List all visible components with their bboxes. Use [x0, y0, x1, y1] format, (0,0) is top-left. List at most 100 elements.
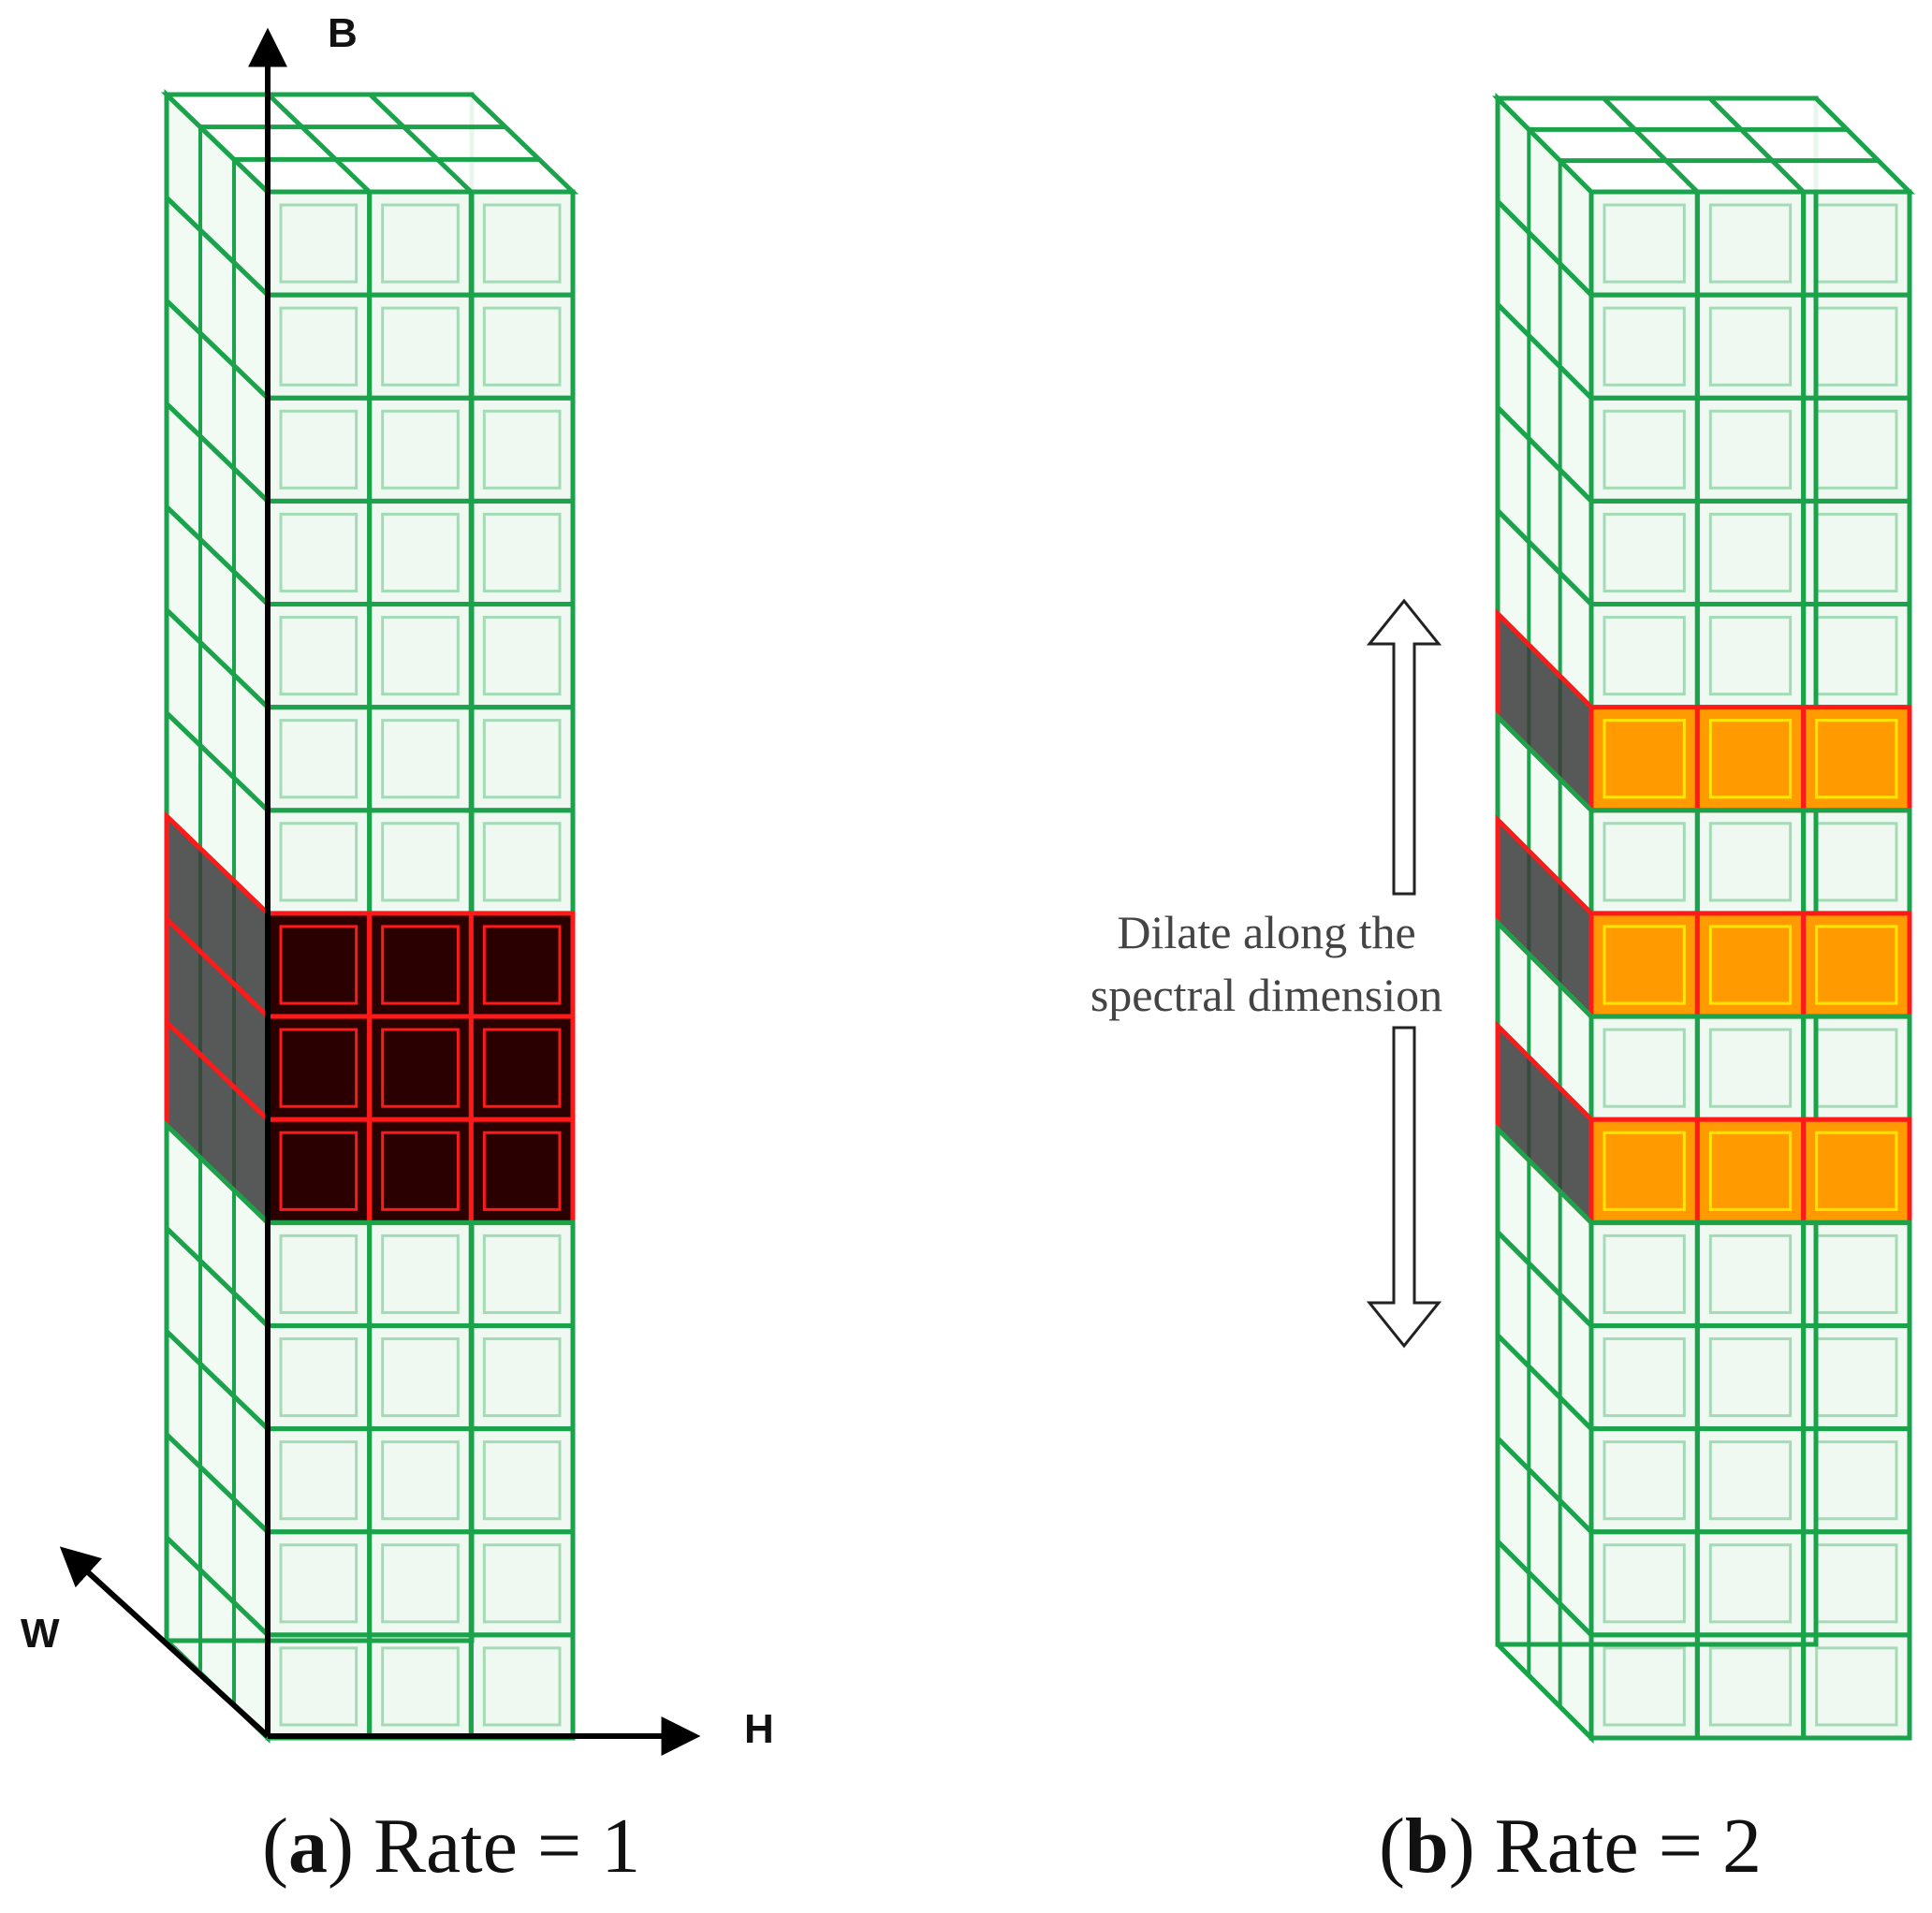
voxel-cell: [468, 1117, 576, 1225]
voxel-inner: [1708, 306, 1793, 387]
b-axis-label: B: [328, 10, 358, 56]
voxel-cell: [265, 1426, 373, 1535]
voxel-cell: [1588, 602, 1700, 710]
band-layer: [1495, 917, 1912, 1126]
voxel-inner: [1815, 822, 1898, 902]
voxel-inner: [1603, 409, 1686, 489]
voxel-cell: [1694, 1322, 1807, 1432]
voxel-inner: [1708, 1336, 1793, 1418]
voxel-cell: [1694, 911, 1807, 1019]
cube-top-face: [1491, 95, 1916, 195]
voxel-cell: [265, 1322, 373, 1432]
band-layer: [1495, 1329, 1912, 1538]
top-face-line: [1707, 96, 1806, 194]
voxel-cell: [265, 498, 373, 607]
voxel-inner: [1815, 925, 1898, 1005]
voxel-cell: [1801, 498, 1912, 607]
voxel-cell: [367, 911, 474, 1019]
voxel-cell: [367, 1219, 474, 1328]
voxel-inner: [1603, 616, 1686, 696]
top-face-line: [1602, 96, 1700, 194]
voxel-inner: [1708, 719, 1793, 799]
voxel-inner: [1603, 1336, 1686, 1418]
voxel-cell: [367, 1322, 474, 1432]
voxel-inner: [1815, 616, 1898, 696]
voxel-cell: [1801, 911, 1912, 1019]
voxel-cell: [1801, 1014, 1912, 1122]
caption-a-rest: ) Rate = 1: [328, 1803, 640, 1890]
voxel-cell: [367, 189, 474, 298]
voxel-cell: [468, 911, 576, 1019]
voxel-cell: [367, 498, 474, 607]
data-cube-b: [1491, 92, 1916, 1745]
voxel-inner: [482, 409, 562, 489]
voxel-cell: [367, 602, 474, 710]
voxel-cell: [1694, 602, 1807, 710]
voxel-cell: [1694, 1529, 1807, 1638]
voxel-cell: [1694, 292, 1807, 401]
voxel-inner: [1708, 1234, 1793, 1314]
voxel-inner: [482, 616, 562, 696]
voxel-cell: [468, 1219, 576, 1328]
caption-a-open: (: [262, 1803, 288, 1890]
kernel-layer: [164, 810, 576, 1022]
voxel-cell: [367, 705, 474, 813]
voxel-inner: [1708, 1028, 1793, 1108]
voxel-cell: [1801, 808, 1912, 916]
voxel-cell: [367, 1117, 474, 1225]
voxel-inner: [1708, 512, 1793, 593]
band-layer: [1495, 92, 1912, 301]
voxel-inner: [1603, 1234, 1686, 1314]
voxel-cell: [265, 1529, 373, 1638]
voxel-cell: [1801, 1632, 1912, 1741]
voxel-cell: [468, 292, 576, 401]
voxel-inner: [381, 1028, 460, 1108]
voxel-inner: [279, 1543, 359, 1624]
voxel-inner: [1815, 1131, 1898, 1211]
w-axis: [59, 1546, 271, 1739]
top-face-line: [266, 93, 372, 194]
panel-a-rate-1: B W H (a) Rate = 1: [21, 10, 774, 1890]
voxel-cell: [468, 1014, 576, 1122]
voxel-inner: [279, 1646, 359, 1727]
voxel-cell: [367, 1014, 474, 1122]
voxel-inner: [279, 616, 359, 696]
voxel-inner: [1815, 1336, 1898, 1418]
voxel-cell: [468, 1322, 576, 1432]
voxel-cell: [265, 1014, 373, 1122]
voxel-cell: [1801, 292, 1912, 401]
voxel-inner: [381, 719, 460, 799]
voxel-inner: [1815, 1028, 1898, 1108]
caption-b-rest: ) Rate = 2: [1449, 1803, 1762, 1890]
voxel-cell: [1801, 705, 1912, 813]
voxel-inner: [381, 409, 460, 489]
voxel-cell: [265, 808, 373, 916]
voxel-cell: [1588, 1632, 1700, 1741]
voxel-inner: [1708, 203, 1793, 284]
voxel-cell: [468, 189, 576, 298]
voxel-cell: [1694, 498, 1807, 607]
voxel-inner: [279, 719, 359, 799]
voxel-inner: [1708, 1543, 1793, 1624]
voxel-cell: [1694, 1426, 1807, 1535]
voxel-cell: [265, 395, 373, 504]
voxel-cell: [265, 911, 373, 1019]
voxel-cell: [1588, 395, 1700, 504]
voxel-cell: [265, 705, 373, 813]
voxel-cell: [1588, 1117, 1700, 1225]
annotation-line-1: Dilate along the: [1117, 906, 1415, 958]
voxel-cell: [1801, 395, 1912, 504]
voxel-cell: [1801, 1117, 1912, 1225]
axes-bwh: B W H: [21, 10, 774, 1756]
voxel-cell: [1694, 705, 1807, 813]
voxel-inner: [1708, 1440, 1793, 1521]
h-axis-label: H: [744, 1706, 774, 1752]
voxel-cell: [1694, 1219, 1807, 1328]
down-arrow-icon: [1366, 1026, 1442, 1349]
voxel-cell: [468, 705, 576, 813]
voxel-inner: [1815, 1440, 1898, 1521]
caption-a-letter: a: [288, 1803, 328, 1890]
band-layer: [1495, 402, 1912, 610]
voxel-cell: [265, 292, 373, 401]
